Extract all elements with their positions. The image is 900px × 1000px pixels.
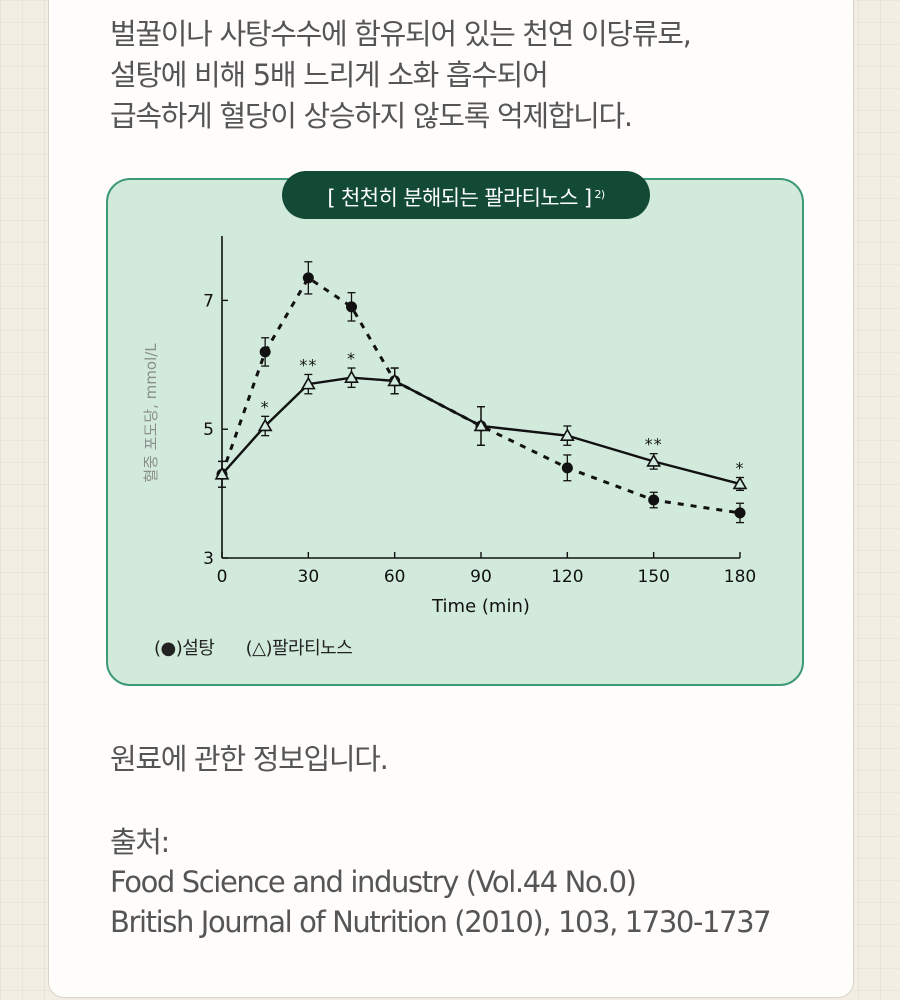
intro-line-3: 급속하게 혈당이 상승하지 않도록 억제합니다. — [110, 99, 633, 133]
source-1: Food Science and industry (Vol.44 No.0) — [110, 865, 637, 899]
palatinose-point — [646, 453, 662, 467]
source-2: British Journal of Nutrition (2010), 103… — [110, 905, 772, 939]
y-tick-label: 5 — [203, 420, 214, 440]
x-tick-label: 150 — [637, 567, 669, 587]
x-axis-label: Time (min) — [431, 596, 530, 617]
palatinose-point — [214, 466, 230, 480]
significance-marker: * — [736, 459, 745, 478]
palatinose-point — [559, 428, 575, 441]
palatinose-point — [257, 418, 273, 432]
x-tick-label: 0 — [217, 567, 228, 587]
x-tick-label: 180 — [724, 567, 756, 587]
significance-marker: * — [261, 397, 270, 416]
chart-legend: (●)설탕 (△)팔라티노스 — [154, 634, 378, 660]
palatinose-point — [344, 370, 359, 383]
intro-text: 벌꿀이나 사탕수수에 함유되어 있는 천연 이당류로, 설탕에 비해 5배 느리… — [110, 14, 830, 137]
legend-item-sugar: (●)설탕 — [154, 638, 215, 659]
palatinose-point — [732, 476, 748, 490]
sugar-point — [648, 494, 660, 506]
x-tick-label: 30 — [298, 567, 320, 587]
significance-marker: ** — [645, 435, 663, 454]
palatinose-point — [387, 373, 403, 387]
y-tick-label: 7 — [203, 291, 214, 311]
series-line — [220, 275, 741, 515]
palatinose-point — [473, 418, 489, 432]
sources-block: 출처: Food Science and industry (Vol.44 No… — [110, 822, 772, 942]
significance-marker: ** — [299, 355, 317, 374]
legend-item-palatinose: (△)팔라티노스 — [245, 638, 353, 659]
sugar-point — [302, 272, 314, 284]
sugar-point — [561, 462, 573, 474]
chart-title: [ 천천히 분해되는 팔라티노스 ] — [327, 186, 592, 210]
intro-line-2: 설탕에 비해 5배 느리게 소화 흡수되어 — [110, 58, 549, 92]
significance-marker: * — [347, 349, 356, 368]
glucose-chart: 0 30 60 90 120 150 180 3 5 7 Time (min) 혈중 포도당, mmo… — [142, 236, 756, 617]
intro-line-1: 벌꿀이나 사탕수수에 함유되어 있는 천연 이당류로, — [110, 17, 692, 51]
x-tick-label: 90 — [470, 567, 492, 587]
y-axis-label: 혈중 포도당, mmol/L — [142, 343, 160, 483]
chart-title-pill: [ 천천히 분해되는 팔라티노스 ] 2) — [282, 171, 650, 219]
info-note: 원료에 관한 정보입니다. — [110, 742, 389, 776]
palatinose-point — [300, 376, 316, 390]
sugar-point — [734, 507, 746, 519]
x-tick-label: 60 — [384, 567, 406, 587]
chart-title-ref: 2) — [594, 188, 606, 201]
y-tick-label: 3 — [203, 549, 214, 569]
sugar-point — [346, 301, 357, 313]
sugar-point — [259, 346, 271, 358]
x-tick-label: 120 — [551, 567, 583, 587]
sources-label: 출처: — [110, 825, 170, 859]
